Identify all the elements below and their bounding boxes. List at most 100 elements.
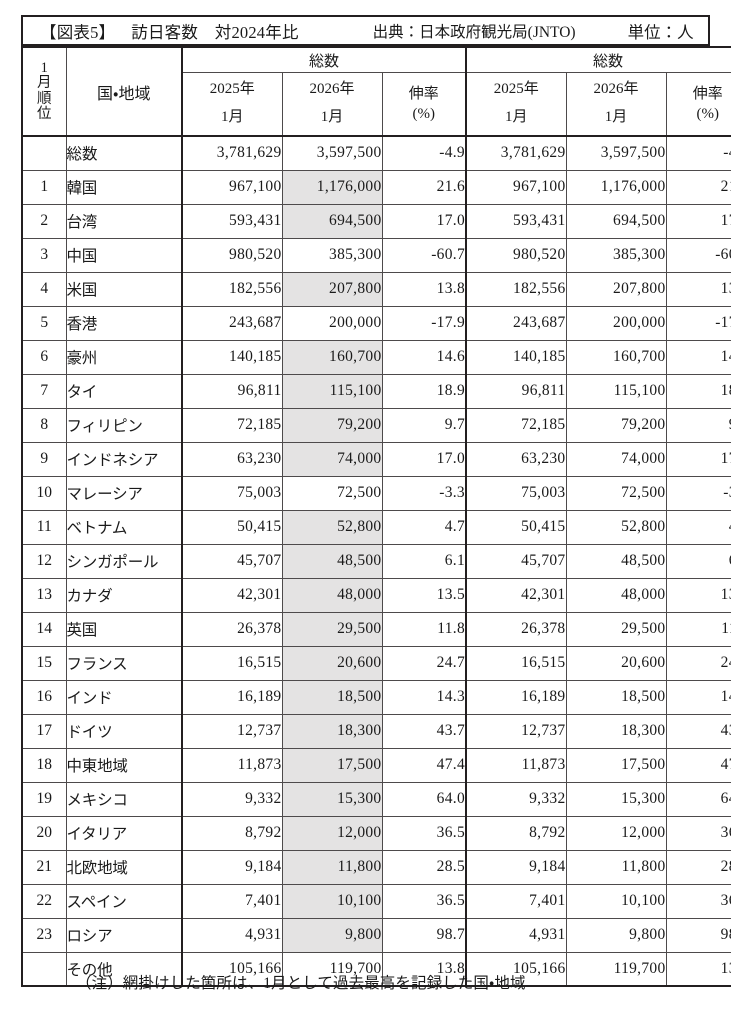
cell-2026-right: 52,800 [565,509,667,545]
cell-growth-left: 18.9 [381,373,467,409]
cell-country: カナダ [65,577,183,613]
cell-2026-left: 10,100 [281,883,383,919]
cell-2025-right: 3,781,629 [465,135,567,171]
table-row: 5香港243,687200,000-17.9243,687200,000-17.… [21,305,731,341]
cell-growth-left: -4.9 [381,135,467,171]
cell-2026-left: 9,800 [281,917,383,953]
cell-2025-left: 16,189 [181,679,283,715]
cell-2026-right: 12,000 [565,815,667,851]
cell-2025-right: 72,185 [465,407,567,443]
cell-rank: 14 [21,611,67,647]
cell-growth-right: 21.6 [665,169,731,205]
cell-growth-left: 17.0 [381,441,467,477]
table-caption-bar: 【図表5】 訪日客数 対2024年比 出典：日本政府観光局(JNTO) 単位：人 [21,15,710,46]
statistics-table: 1 月 順 位 国・地域 総数 総数 2025年 1月 2026年 [21,46,731,987]
cell-rank: 18 [21,747,67,783]
cell-2026-left: 72,500 [281,475,383,511]
cell-growth-left: 47.4 [381,747,467,783]
cell-2026-right: 9,800 [565,917,667,953]
table-head: 1 月 順 位 国・地域 総数 総数 2025年 1月 2026年 [21,46,731,137]
cell-growth-left: 13.8 [381,951,467,987]
cell-2026-right: 160,700 [565,339,667,375]
cell-country: タイ [65,373,183,409]
cell-rank: 5 [21,305,67,341]
cell-growth-left: 98.7 [381,917,467,953]
cell-rank: 1 [21,169,67,205]
table-row: 1 韓国 967,100 1,176,000 21.6 967,100 1,176,000 2… [21,169,731,205]
header-row-group: 1 月 順 位 国・地域 総数 総数 [21,46,731,137]
cell-growth-left: 13.8 [381,271,467,307]
figure-source: 出典：日本政府観光局(JNTO) [372,23,576,41]
cell-rank [21,951,67,987]
cell-country: 台湾 [65,203,183,239]
table-row: 3中国980,520385,300-60.7980,520385,300-60.… [21,237,731,273]
statistics-table-wrap: 1 月 順 位 国・地域 総数 総数 2025年 1月 2026年 [21,46,731,987]
cell-2026-left: 17,500 [281,747,383,783]
cell-2026-right: 200,000 [565,305,667,341]
cell-2025-right: 8,792 [465,815,567,851]
table-body: 総数 3,781,629 3,597,500 -4.9 3,781,629 3,597,5… [21,135,731,987]
cell-2026-left: 18,500 [281,679,383,715]
cell-growth-right: 47.4 [665,747,731,783]
cell-country: 中国 [65,237,183,273]
cell-rank: 11 [21,509,67,545]
header-rank: 1 月 順 位 [21,46,67,137]
cell-2025-left: 243,687 [181,305,283,341]
cell-rank: 9 [21,441,67,477]
cell-2026-right: 17,500 [565,747,667,783]
cell-growth-left: 13.5 [381,577,467,613]
cell-growth-left: 21.6 [381,169,467,205]
cell-2026-right: 74,000 [565,441,667,477]
cell-2026-left: 3,597,500 [281,135,383,171]
cell-growth-left: -60.7 [381,237,467,273]
cell-2025-right: 50,415 [465,509,567,545]
cell-2026-left: 52,800 [281,509,383,545]
cell-country: フィリピン [65,407,183,443]
cell-2026-right: 79,200 [565,407,667,443]
cell-growth-left: 36.5 [381,815,467,851]
cell-growth-right: 24.7 [665,645,731,681]
cell-country: メキシコ [65,781,183,817]
cell-2025-left: 26,378 [181,611,283,647]
header-country: 国・地域 [65,46,183,137]
cell-country: スペイン [65,883,183,919]
cell-2025-left: 7,401 [181,883,283,919]
cell-growth-left: 11.8 [381,611,467,647]
cell-country: フランス [65,645,183,681]
cell-rank: 13 [21,577,67,613]
cell-2026-right: 11,800 [565,849,667,885]
cell-2025-left: 63,230 [181,441,283,477]
cell-rank: 7 [21,373,67,409]
cell-country: 総数 [65,135,183,171]
cell-2025-left: 42,301 [181,577,283,613]
cell-2025-left: 4,931 [181,917,283,953]
cell-growth-left: 14.3 [381,679,467,715]
cell-rank: 15 [21,645,67,681]
cell-growth-right: 36.5 [665,815,731,851]
cell-growth-right: 36.5 [665,883,731,919]
cell-2026-right: 10,100 [565,883,667,919]
cell-2025-right: 12,737 [465,713,567,749]
cell-2026-left: 29,500 [281,611,383,647]
header-growth-right: 伸率 (%) [665,72,731,137]
cell-growth-right: 98.7 [665,917,731,953]
cell-2025-right: 16,515 [465,645,567,681]
header-2025-right: 2025年 1月 [465,72,567,137]
cell-2025-right: 26,378 [465,611,567,647]
cell-growth-right: 4.7 [665,509,731,545]
cell-2026-left: 694,500 [281,203,383,239]
cell-growth-right: -3.3 [665,475,731,511]
figure-label: 【図表5】 [40,22,116,42]
cell-rank: 22 [21,883,67,919]
figure-title-text: 訪日客数 対2024年比 [131,22,299,42]
cell-2026-left: 48,500 [281,543,383,579]
cell-2026-right: 48,000 [565,577,667,613]
cell-rank: 19 [21,781,67,817]
cell-2026-right: 1,176,000 [565,169,667,205]
